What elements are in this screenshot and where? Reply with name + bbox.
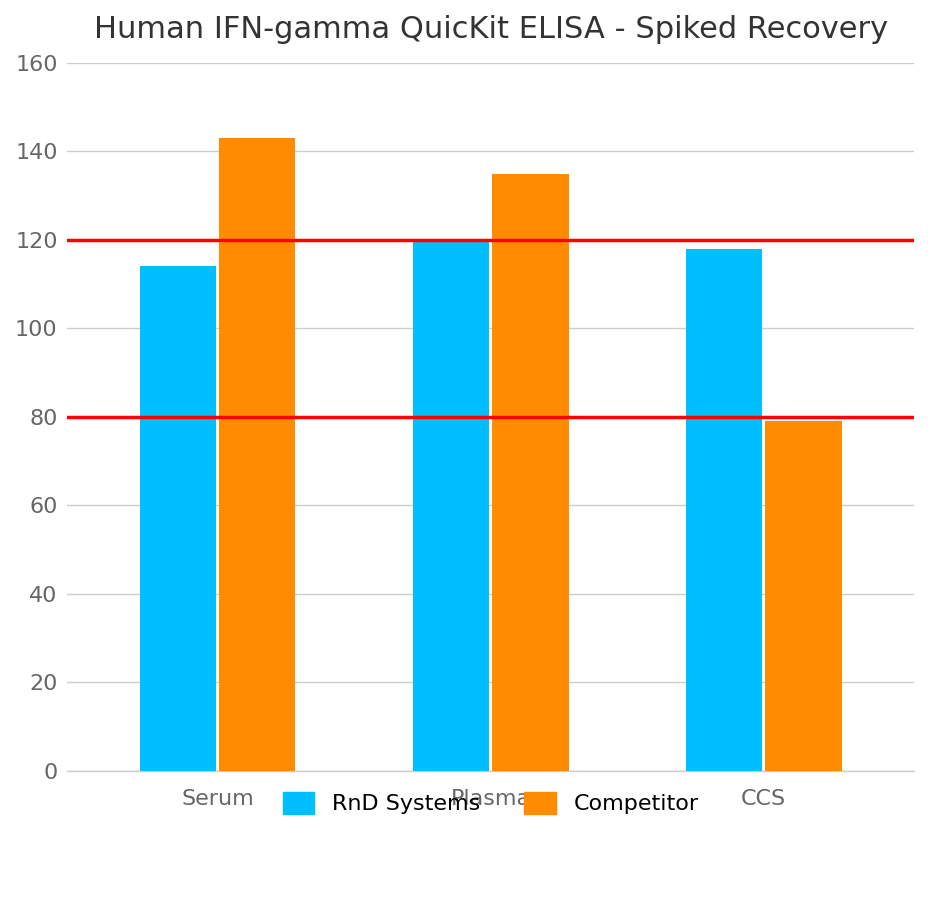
Legend: RnD Systems, Competitor: RnD Systems, Competitor (274, 783, 706, 824)
Bar (685, 248, 762, 770)
Title: Human IFN-gamma QuicKit ELISA - Spiked Recovery: Human IFN-gamma QuicKit ELISA - Spiked R… (94, 15, 887, 44)
Bar (219, 139, 295, 770)
Bar (492, 174, 568, 770)
Bar (765, 421, 841, 770)
Bar (412, 240, 489, 770)
Bar (139, 266, 216, 770)
